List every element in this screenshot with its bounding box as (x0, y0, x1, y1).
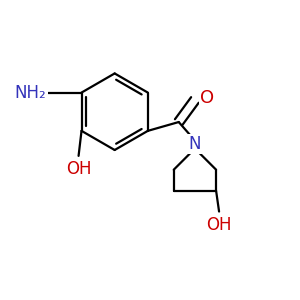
Text: OH: OH (66, 160, 91, 178)
Text: OH: OH (206, 216, 232, 234)
Text: NH₂: NH₂ (14, 84, 46, 102)
Text: O: O (200, 89, 214, 107)
Text: N: N (189, 135, 201, 153)
